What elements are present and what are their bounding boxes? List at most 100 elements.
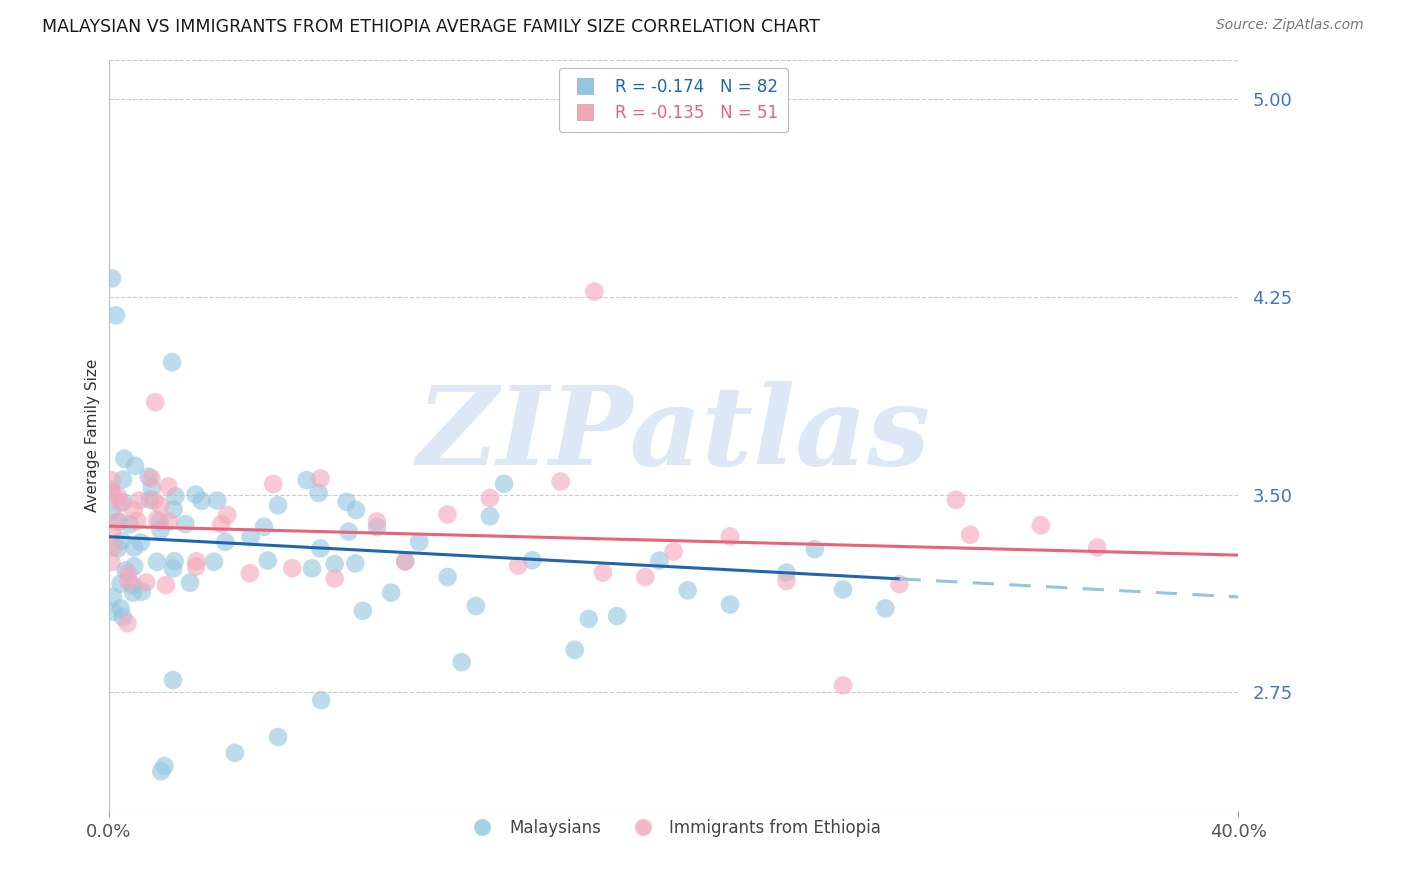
Point	[122, 585, 145, 599]
Point	[143, 493, 166, 508]
Point	[214, 535, 236, 549]
Point	[112, 495, 135, 509]
Point	[450, 655, 472, 669]
Point	[550, 475, 572, 489]
Point	[100, 473, 122, 487]
Point	[103, 605, 125, 619]
Point	[301, 561, 323, 575]
Point	[239, 530, 262, 544]
Point	[155, 578, 177, 592]
Point	[104, 308, 127, 322]
Point	[464, 599, 486, 613]
Point	[606, 609, 628, 624]
Point	[380, 585, 402, 599]
Point	[100, 503, 122, 517]
Point	[224, 746, 246, 760]
Point	[267, 730, 290, 744]
Point	[508, 558, 530, 573]
Point	[117, 616, 139, 631]
Point	[309, 471, 332, 485]
Point	[149, 515, 172, 529]
Point	[179, 575, 201, 590]
Point	[162, 502, 184, 516]
Point	[163, 554, 186, 568]
Point	[522, 553, 544, 567]
Point	[110, 576, 132, 591]
Point	[366, 520, 388, 534]
Point	[253, 520, 276, 534]
Point	[110, 601, 132, 615]
Point	[107, 489, 129, 503]
Point	[143, 395, 166, 409]
Point	[160, 355, 183, 369]
Point	[564, 642, 586, 657]
Point	[295, 473, 318, 487]
Point	[135, 575, 157, 590]
Point	[323, 572, 346, 586]
Point	[138, 492, 160, 507]
Point	[256, 553, 278, 567]
Point	[366, 515, 388, 529]
Point	[959, 527, 981, 541]
Point	[146, 555, 169, 569]
Point	[111, 533, 134, 548]
Point	[129, 535, 152, 549]
Text: Source: ZipAtlas.com: Source: ZipAtlas.com	[1216, 18, 1364, 32]
Point	[308, 486, 330, 500]
Point	[478, 509, 501, 524]
Point	[803, 542, 825, 557]
Point	[117, 566, 139, 581]
Point	[217, 508, 239, 522]
Point	[107, 541, 129, 556]
Point	[157, 479, 180, 493]
Point	[239, 566, 262, 581]
Point	[309, 693, 332, 707]
Point	[494, 476, 516, 491]
Point	[718, 529, 741, 543]
Point	[101, 271, 124, 285]
Point	[1085, 541, 1108, 555]
Point	[267, 498, 290, 512]
Y-axis label: Average Family Size: Average Family Size	[86, 359, 100, 512]
Point	[101, 525, 124, 540]
Point	[718, 598, 741, 612]
Point	[122, 578, 145, 592]
Point	[162, 561, 184, 575]
Point	[138, 469, 160, 483]
Point	[1099, 830, 1122, 845]
Point	[131, 584, 153, 599]
Point	[149, 523, 172, 537]
Point	[832, 678, 855, 692]
Point	[344, 503, 367, 517]
Point	[207, 493, 229, 508]
Point	[110, 496, 132, 510]
Point	[436, 570, 458, 584]
Point	[1029, 518, 1052, 533]
Point	[583, 285, 606, 299]
Point	[122, 503, 145, 517]
Point	[117, 574, 139, 589]
Point	[408, 535, 430, 549]
Point	[337, 524, 360, 539]
Point	[122, 541, 145, 555]
Point	[592, 566, 614, 580]
Point	[165, 489, 187, 503]
Point	[124, 559, 146, 574]
Point	[281, 561, 304, 575]
Point	[100, 555, 122, 569]
Point	[111, 473, 134, 487]
Point	[775, 566, 797, 580]
Point	[394, 554, 416, 568]
Point	[101, 541, 124, 555]
Point	[478, 491, 501, 505]
Point	[832, 582, 855, 597]
Point	[128, 493, 150, 508]
Point	[101, 486, 124, 500]
Point	[344, 557, 367, 571]
Point	[262, 477, 284, 491]
Point	[112, 451, 135, 466]
Point	[945, 492, 967, 507]
Point	[101, 590, 124, 604]
Point	[114, 564, 136, 578]
Point	[889, 577, 911, 591]
